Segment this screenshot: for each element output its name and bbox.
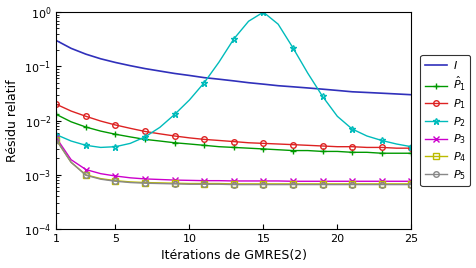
X-axis label: Itérations de GMRES(2): Itérations de GMRES(2) bbox=[161, 250, 307, 262]
Legend: $I$, $\hat{P}_1$, $P_1$, $P_2$, $P_3$, $P_4$, $P_5$: $I$, $\hat{P}_1$, $P_1$, $P_2$, $P_3$, $… bbox=[420, 55, 470, 186]
Y-axis label: Résidu relatif: Résidu relatif bbox=[6, 79, 19, 162]
